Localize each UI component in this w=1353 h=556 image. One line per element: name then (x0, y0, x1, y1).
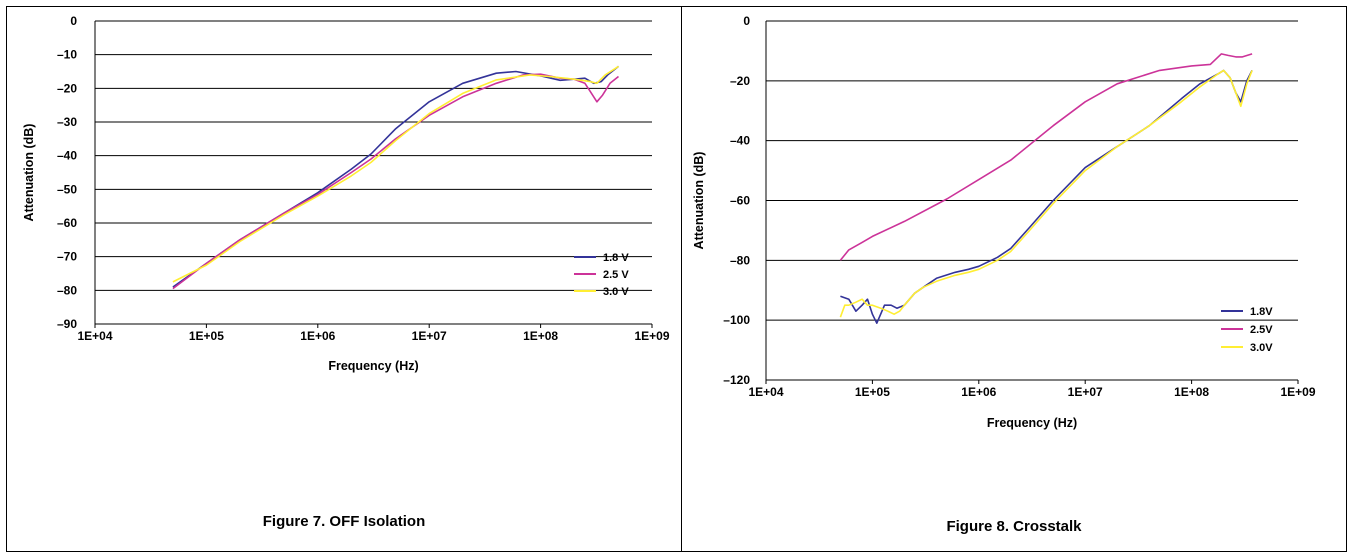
y-tick-label: –30 (57, 115, 77, 129)
y-tick-label: –40 (730, 134, 750, 148)
legend-label: 3.0V (1250, 342, 1273, 354)
y-tick-label: –90 (57, 317, 77, 331)
x-tick-label: 1E+06 (961, 385, 996, 399)
y-tick-label: –70 (57, 250, 77, 264)
y-tick-label: 0 (743, 14, 750, 28)
x-tick-label: 1E+04 (748, 385, 783, 399)
x-tick-label: 1E+05 (189, 329, 224, 343)
x-tick-label: 1E+05 (855, 385, 890, 399)
series-line-2-5v (839, 53, 1253, 261)
legend-label: 2.5V (1250, 324, 1273, 336)
legend-label: 1.8 V (603, 252, 629, 264)
y-tick-label: –60 (57, 216, 77, 230)
x-axis-label: Frequency (Hz) (987, 416, 1077, 430)
x-tick-label: 1E+04 (77, 329, 112, 343)
y-tick-label: –20 (57, 81, 77, 95)
x-tick-label: 1E+09 (1280, 385, 1315, 399)
y-tick-label: –120 (723, 373, 750, 387)
x-tick-label: 1E+07 (1068, 385, 1103, 399)
x-tick-label: 1E+07 (412, 329, 447, 343)
legend-label: 1.8V (1250, 306, 1273, 318)
y-tick-label: –100 (723, 313, 750, 327)
x-tick-label: 1E+08 (523, 329, 558, 343)
x-tick-label: 1E+06 (300, 329, 335, 343)
series-line-3-0v (839, 69, 1253, 318)
y-axis-label: Attenuation (dB) (22, 124, 36, 222)
series-line-2-5-v (172, 73, 619, 290)
y-tick-label: –60 (730, 194, 750, 208)
x-tick-label: 1E+08 (1174, 385, 1209, 399)
figure-7-caption: Figure 7. OFF Isolation (262, 513, 426, 530)
y-tick-label: –50 (57, 182, 77, 196)
y-tick-label: –40 (57, 149, 77, 163)
legend-label: 2.5 V (603, 269, 629, 281)
y-tick-label: –80 (730, 253, 750, 267)
y-tick-label: 0 (70, 14, 77, 28)
series-line-3-0-v (172, 65, 619, 283)
figure-8-panel (681, 6, 1347, 552)
y-tick-label: –80 (57, 283, 77, 297)
y-axis-label: Attenuation (dB) (692, 152, 706, 250)
series-line-1-8v (840, 69, 1253, 325)
x-axis-label: Frequency (Hz) (328, 359, 418, 373)
y-tick-label: –20 (730, 74, 750, 88)
legend-label: 3.0 V (603, 286, 629, 298)
figure-7-panel (6, 6, 682, 552)
y-tick-label: –10 (57, 48, 77, 62)
x-tick-label: 1E+09 (634, 329, 669, 343)
figure-8-caption: Figure 8. Crosstalk (946, 518, 1082, 535)
